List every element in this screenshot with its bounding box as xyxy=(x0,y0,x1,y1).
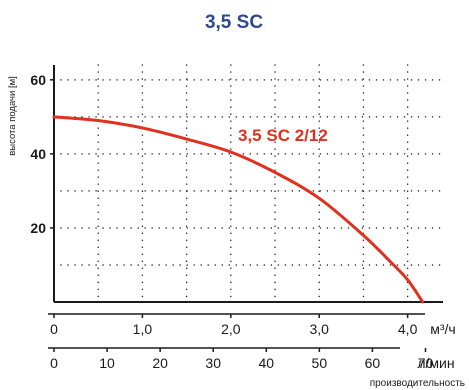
x1-tick-label: 3,0 xyxy=(309,321,329,337)
x1-tick-label: 0 xyxy=(50,321,58,337)
y-tick-label: 20 xyxy=(30,220,46,236)
y-axis-label: высота подачи [м] xyxy=(7,76,18,156)
x1-tick-label: 2,0 xyxy=(221,321,241,337)
x2-tick-label: 60 xyxy=(365,355,381,371)
x2-tick-label: 0 xyxy=(50,355,58,371)
series-lines: 3,5 SC 2/12 xyxy=(52,115,425,304)
x-axis-flow-lmin: 0 10 20 30 40 50 60 70л/мин производительность xyxy=(48,347,465,389)
x2-tick-label: 50 xyxy=(312,355,328,371)
series-line-0 xyxy=(52,115,425,304)
grid xyxy=(53,64,444,303)
x2-unit-label: л/мин xyxy=(417,355,454,371)
x1-unit-label: м³/ч xyxy=(430,321,455,337)
x2-tick-label: 10 xyxy=(99,355,115,371)
x-axis-caption: производительность xyxy=(370,378,465,389)
x2-tick-label: 40 xyxy=(258,355,274,371)
x2-tick-label: 30 xyxy=(205,355,221,371)
y-tick-label: 40 xyxy=(30,146,46,162)
x1-tick-label: 4,0 xyxy=(398,321,418,337)
x2-tick-label: 70 xyxy=(418,355,434,371)
x1-tick-label: 1,0 xyxy=(133,321,153,337)
y-tick-labels: 20 40 60 xyxy=(30,72,54,236)
chart-title: 3,5 SC xyxy=(205,12,263,33)
x2-tick-label: 20 xyxy=(152,355,168,371)
axes xyxy=(53,65,443,303)
x-axis-flow-m3h: 0 1,0 2,0 3,0 4,0 м³/ч xyxy=(48,313,456,337)
y-tick-label: 60 xyxy=(30,72,46,88)
series-label: 3,5 SC 2/12 xyxy=(238,126,328,145)
